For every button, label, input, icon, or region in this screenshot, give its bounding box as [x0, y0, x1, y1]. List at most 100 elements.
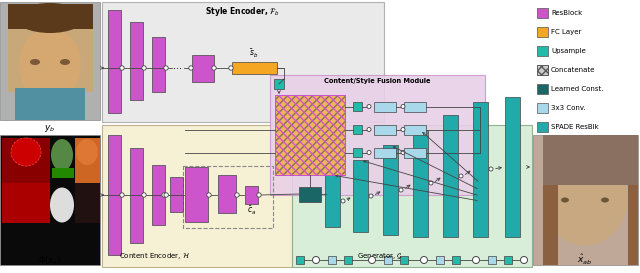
Circle shape — [520, 257, 527, 263]
Ellipse shape — [50, 188, 74, 222]
Bar — [152, 165, 165, 225]
Text: Concatenate: Concatenate — [551, 67, 595, 73]
Bar — [383, 145, 398, 235]
Text: Upsample: Upsample — [551, 48, 586, 54]
Bar — [0, 135, 100, 265]
Ellipse shape — [51, 139, 73, 171]
Circle shape — [189, 66, 193, 70]
Ellipse shape — [19, 28, 81, 102]
Bar — [130, 148, 143, 243]
Circle shape — [367, 150, 371, 155]
Bar — [404, 102, 426, 112]
Bar — [537, 122, 548, 132]
Circle shape — [401, 105, 405, 108]
Circle shape — [369, 257, 376, 263]
Text: ResBlock: ResBlock — [551, 10, 582, 16]
Circle shape — [164, 193, 168, 197]
Text: $\Phi(x_a)$: $\Phi(x_a)$ — [38, 254, 61, 267]
Bar — [2, 183, 50, 223]
Circle shape — [142, 193, 146, 197]
Bar — [537, 27, 548, 37]
Circle shape — [341, 199, 345, 203]
Bar — [537, 65, 548, 75]
Bar — [52, 168, 74, 178]
Bar — [436, 256, 444, 264]
Bar — [299, 187, 321, 202]
Bar — [183, 166, 273, 228]
Bar — [15, 88, 85, 120]
Bar — [537, 65, 548, 75]
Bar — [245, 186, 258, 204]
Ellipse shape — [30, 59, 40, 65]
Bar — [232, 62, 277, 74]
Bar — [505, 97, 520, 237]
Circle shape — [212, 66, 216, 70]
Bar — [102, 2, 384, 122]
Ellipse shape — [561, 197, 569, 203]
Bar — [488, 256, 496, 264]
Circle shape — [235, 193, 239, 197]
Bar — [353, 125, 362, 134]
Circle shape — [164, 66, 168, 70]
Ellipse shape — [15, 3, 85, 33]
Bar — [628, 185, 638, 265]
Bar — [353, 160, 368, 232]
Circle shape — [367, 127, 371, 132]
Text: Content/Style Fusion Module: Content/Style Fusion Module — [324, 78, 430, 84]
Text: $\bar{s}_b$: $\bar{s}_b$ — [250, 48, 259, 60]
Text: $y_b$: $y_b$ — [44, 123, 56, 134]
Bar — [404, 148, 426, 158]
Bar — [270, 75, 485, 195]
Circle shape — [207, 193, 211, 197]
Bar — [543, 135, 638, 185]
Bar — [537, 8, 548, 18]
Text: SPADE ResBlk: SPADE ResBlk — [551, 124, 599, 130]
Text: FC Layer: FC Layer — [551, 29, 581, 35]
Bar — [192, 55, 214, 82]
Bar — [275, 95, 345, 175]
Bar — [374, 148, 396, 158]
Bar — [0, 2, 100, 120]
Circle shape — [420, 257, 428, 263]
Circle shape — [429, 181, 433, 185]
Bar — [473, 102, 488, 237]
Bar — [413, 130, 428, 237]
Bar — [185, 167, 208, 222]
Bar — [404, 125, 426, 135]
Circle shape — [162, 193, 166, 197]
Text: Learned Const.: Learned Const. — [551, 86, 604, 92]
Bar — [325, 175, 340, 227]
Circle shape — [142, 66, 146, 70]
Circle shape — [369, 194, 373, 198]
Bar — [8, 4, 93, 29]
Bar — [384, 256, 392, 264]
Ellipse shape — [11, 138, 41, 166]
Bar — [374, 102, 396, 112]
Bar — [274, 79, 284, 89]
Bar — [374, 125, 396, 135]
Bar — [102, 125, 292, 267]
Text: 3x3 Conv.: 3x3 Conv. — [551, 105, 586, 111]
Bar — [504, 256, 512, 264]
Circle shape — [401, 127, 405, 132]
Ellipse shape — [60, 59, 70, 65]
Circle shape — [489, 167, 493, 171]
Circle shape — [120, 193, 124, 197]
Text: $\hat{x}_{ab}$: $\hat{x}_{ab}$ — [577, 253, 593, 267]
Bar — [353, 148, 362, 157]
Text: ···: ··· — [173, 64, 182, 74]
Bar — [537, 46, 548, 56]
Bar — [400, 256, 408, 264]
Bar — [8, 4, 93, 92]
Circle shape — [257, 193, 261, 197]
Circle shape — [399, 188, 403, 192]
Bar — [443, 115, 458, 237]
Bar — [292, 125, 532, 267]
Bar — [218, 175, 236, 213]
Text: Generator, $\mathcal{G}$: Generator, $\mathcal{G}$ — [357, 251, 403, 261]
Bar — [537, 84, 548, 94]
Bar — [296, 256, 304, 264]
Text: Style Encoder, $\mathcal{F}_b$: Style Encoder, $\mathcal{F}_b$ — [205, 5, 280, 18]
Ellipse shape — [76, 139, 98, 165]
Ellipse shape — [601, 197, 609, 203]
